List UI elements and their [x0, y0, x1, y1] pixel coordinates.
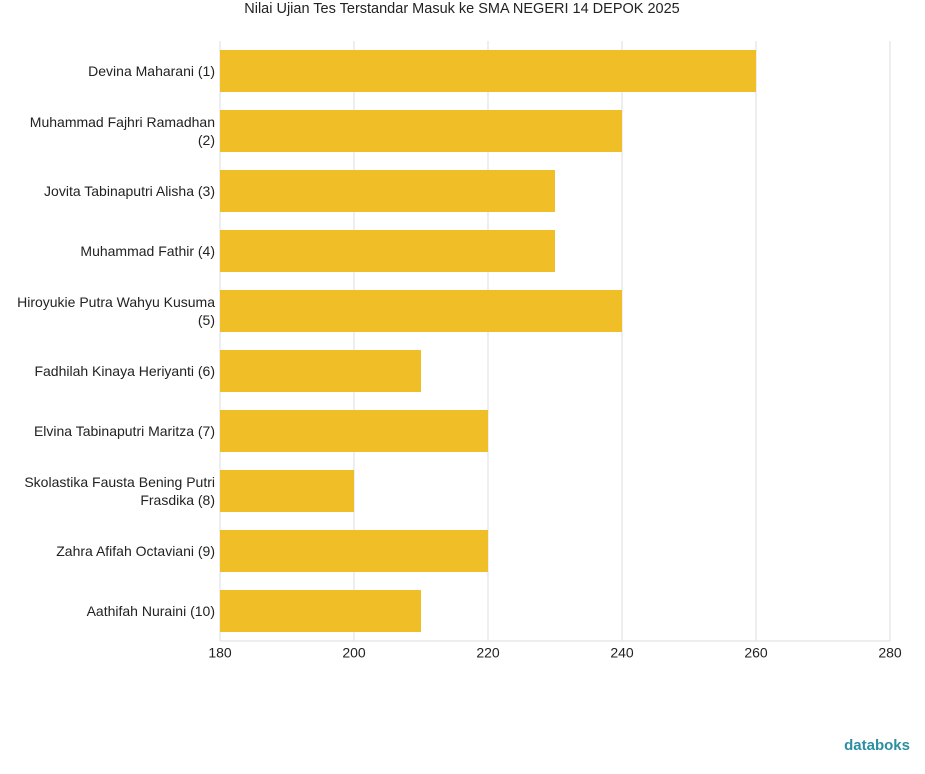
x-tick-label: 200: [342, 645, 366, 661]
y-tick-label: Fadhilah Kinaya Heriyanti (6): [34, 363, 215, 379]
bar: [220, 410, 488, 452]
bar: [220, 590, 421, 632]
watermark: databoks: [844, 737, 910, 754]
chart-title: Nilai Ujian Tes Terstandar Masuk ke SMA …: [244, 1, 679, 17]
y-tick-label: Elvina Tabinaputri Maritza (7): [33, 423, 215, 439]
x-tick-label: 240: [610, 645, 634, 661]
bar: [220, 110, 622, 152]
bar: [220, 50, 756, 92]
x-tick-label: 280: [878, 645, 902, 661]
y-tick-label: Hiroyukie Putra Wahyu Kusuma (5): [17, 294, 215, 328]
bar: [220, 530, 488, 572]
x-tick-label: 180: [208, 645, 232, 661]
bar: [220, 470, 354, 512]
bar: [220, 170, 555, 212]
bar: [220, 230, 555, 272]
y-tick-label: Skolastika Fausta Bening Putri Frasdika …: [24, 474, 215, 508]
y-tick-label: Jovita Tabinaputri Alisha (3): [44, 183, 215, 199]
x-tick-label: 260: [744, 645, 768, 661]
y-tick-label: Muhammad Fathir (4): [80, 243, 215, 259]
y-tick-label: Devina Maharani (1): [88, 63, 215, 79]
x-tick-label: 220: [476, 645, 500, 661]
y-tick-label: Zahra Afifah Octaviani (9): [56, 543, 215, 559]
y-tick-label: Muhammad Fajhri Ramadhan (2): [29, 114, 215, 148]
bar: [220, 350, 421, 392]
bar: [220, 290, 622, 332]
y-tick-label: Aathifah Nuraini (10): [86, 603, 215, 619]
